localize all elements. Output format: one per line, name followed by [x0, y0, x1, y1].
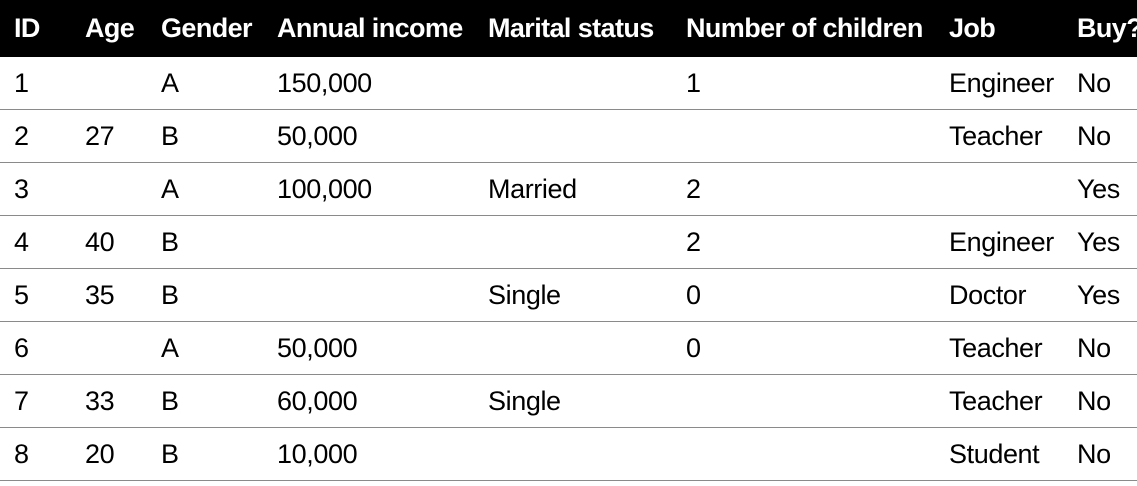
cell-number-of-children: 1	[672, 57, 935, 110]
cell-annual-income: 150,000	[263, 57, 474, 110]
cell-age: 20	[71, 427, 147, 481]
column-header-buy: Buy?	[1077, 13, 1137, 43]
cell-number-of-children	[672, 427, 935, 481]
cell-id: 1	[0, 57, 71, 110]
cell-age	[71, 321, 147, 375]
cell-buy: No	[1063, 427, 1137, 481]
cell-id: 7	[0, 374, 71, 428]
cell-number-of-children: 2	[672, 215, 935, 269]
column-header-id: ID	[14, 13, 40, 43]
cell-gender: B	[147, 215, 263, 269]
cell-id: 6	[0, 321, 71, 375]
cell-gender: B	[147, 109, 263, 163]
table-body: 1 A 150,000 1 Engineer No 2 27 B 50,000 …	[0, 57, 1137, 481]
cell-age: 27	[71, 109, 147, 163]
cell-number-of-children	[672, 109, 935, 163]
table-row: 7 33 B 60,000 Single Teacher No	[0, 374, 1137, 428]
cell-gender: B	[147, 374, 263, 428]
table-row: 1 A 150,000 1 Engineer No	[0, 57, 1137, 110]
cell-id: 3	[0, 162, 71, 216]
column-header-gender: Gender	[161, 13, 253, 43]
cell-annual-income: 10,000	[263, 427, 474, 481]
cell-age: 40	[71, 215, 147, 269]
cell-marital-status: Single	[474, 268, 672, 322]
table-row: 3 A 100,000 Married 2 Yes	[0, 162, 1137, 216]
cell-number-of-children: 0	[672, 321, 935, 375]
column-header-annual-income: Annual income	[277, 13, 463, 43]
cell-marital-status: Single	[474, 374, 672, 428]
cell-gender: A	[147, 162, 263, 216]
cell-buy: Yes	[1063, 162, 1137, 216]
cell-id: 2	[0, 109, 71, 163]
cell-buy: No	[1063, 109, 1137, 163]
cell-annual-income: 50,000	[263, 109, 474, 163]
cell-id: 4	[0, 215, 71, 269]
cell-job: Engineer	[935, 215, 1063, 269]
column-header-age: Age	[85, 13, 135, 43]
cell-job: Teacher	[935, 109, 1063, 163]
cell-gender: B	[147, 268, 263, 322]
cell-job: Teacher	[935, 321, 1063, 375]
cell-marital-status	[474, 57, 672, 110]
table-row: 6 A 50,000 0 Teacher No	[0, 321, 1137, 375]
cell-job: Student	[935, 427, 1063, 481]
cell-job: Engineer	[935, 57, 1063, 110]
cell-annual-income: 60,000	[263, 374, 474, 428]
table-row: 2 27 B 50,000 Teacher No	[0, 109, 1137, 163]
cell-gender: A	[147, 321, 263, 375]
cell-id: 5	[0, 268, 71, 322]
cell-annual-income	[263, 215, 474, 269]
cell-job: Teacher	[935, 374, 1063, 428]
cell-buy: No	[1063, 374, 1137, 428]
cell-marital-status	[474, 321, 672, 375]
cell-buy: Yes	[1063, 215, 1137, 269]
cell-marital-status	[474, 427, 672, 481]
cell-annual-income	[263, 268, 474, 322]
table-row: 4 40 B 2 Engineer Yes	[0, 215, 1137, 269]
cell-marital-status: Married	[474, 162, 672, 216]
cell-id: 8	[0, 427, 71, 481]
cell-number-of-children: 2	[672, 162, 935, 216]
cell-marital-status	[474, 109, 672, 163]
cell-annual-income: 100,000	[263, 162, 474, 216]
cell-buy: Yes	[1063, 268, 1137, 322]
table-row: 5 35 B Single 0 Doctor Yes	[0, 268, 1137, 322]
header-row: ID Age Gender Annual income Marital stat…	[0, 0, 1137, 57]
cell-gender: A	[147, 57, 263, 110]
cell-number-of-children: 0	[672, 268, 935, 322]
cell-gender: B	[147, 427, 263, 481]
table-header: ID Age Gender Annual income Marital stat…	[0, 0, 1137, 57]
cell-age	[71, 162, 147, 216]
cell-age: 33	[71, 374, 147, 428]
cell-age	[71, 57, 147, 110]
column-header-number-of-children: Number of children	[686, 13, 923, 43]
cell-buy: No	[1063, 57, 1137, 110]
cell-annual-income: 50,000	[263, 321, 474, 375]
cell-number-of-children	[672, 374, 935, 428]
cell-buy: No	[1063, 321, 1137, 375]
column-header-marital-status: Marital status	[488, 13, 654, 43]
cell-age: 35	[71, 268, 147, 322]
table-row: 8 20 B 10,000 Student No	[0, 427, 1137, 481]
column-header-job: Job	[949, 13, 996, 43]
cell-job	[935, 162, 1063, 216]
cell-job: Doctor	[935, 268, 1063, 322]
cell-marital-status	[474, 215, 672, 269]
